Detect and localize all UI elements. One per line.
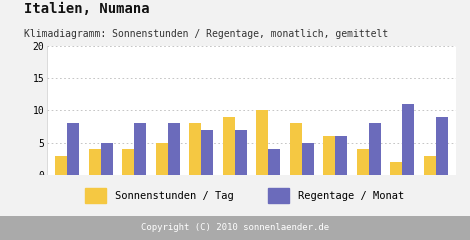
Bar xyxy=(235,130,247,175)
Bar xyxy=(168,123,180,175)
Text: Regentage / Monat: Regentage / Monat xyxy=(298,191,405,201)
Text: Klimadiagramm: Sonnenstunden / Regentage, monatlich, gemittelt: Klimadiagramm: Sonnenstunden / Regentage… xyxy=(24,29,388,39)
Text: Italien, Numana: Italien, Numana xyxy=(24,2,149,16)
Bar xyxy=(369,123,381,175)
Bar xyxy=(189,123,201,175)
Text: Copyright (C) 2010 sonnenlaender.de: Copyright (C) 2010 sonnenlaender.de xyxy=(141,223,329,233)
Bar xyxy=(256,110,268,175)
FancyBboxPatch shape xyxy=(268,188,289,203)
Bar xyxy=(302,143,314,175)
Bar xyxy=(335,136,347,175)
Bar xyxy=(101,143,113,175)
Bar xyxy=(122,149,134,175)
Bar xyxy=(424,156,436,175)
Bar xyxy=(357,149,369,175)
Text: Sonnenstunden / Tag: Sonnenstunden / Tag xyxy=(115,191,234,201)
Bar xyxy=(402,104,415,175)
FancyBboxPatch shape xyxy=(85,188,106,203)
Bar xyxy=(201,130,213,175)
Bar xyxy=(88,149,101,175)
Bar xyxy=(223,117,235,175)
Bar xyxy=(323,136,335,175)
Bar xyxy=(390,162,402,175)
Bar xyxy=(55,156,67,175)
Bar xyxy=(67,123,79,175)
Bar xyxy=(134,123,146,175)
Bar xyxy=(290,123,302,175)
Bar xyxy=(156,143,168,175)
Bar xyxy=(268,149,280,175)
Bar xyxy=(436,117,448,175)
